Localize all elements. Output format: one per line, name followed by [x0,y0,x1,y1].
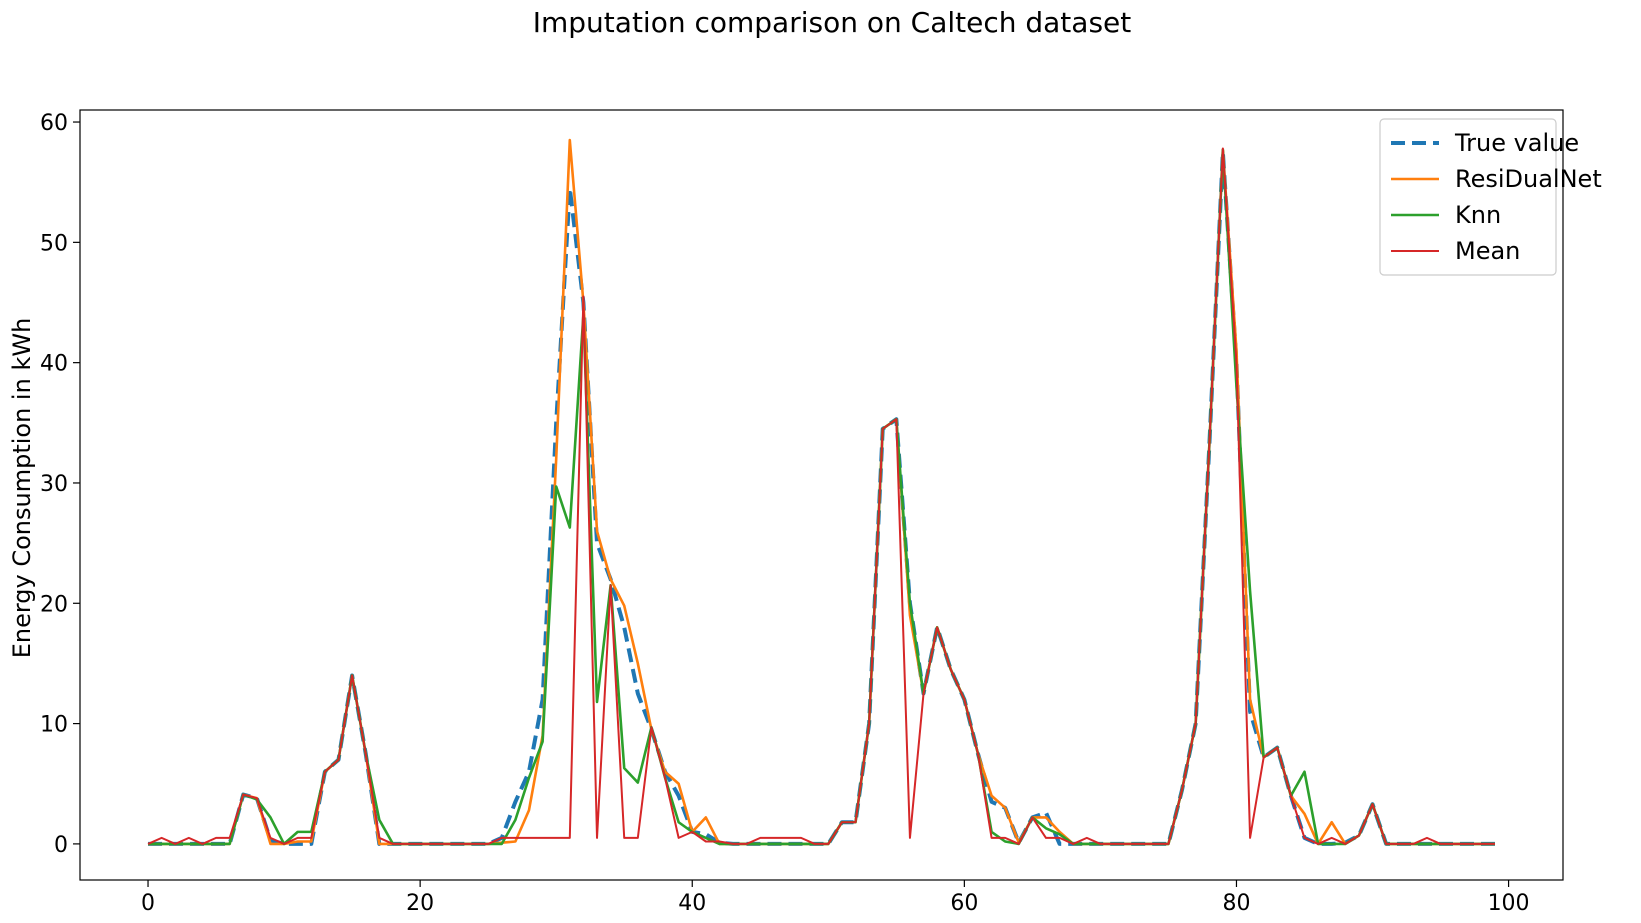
chart-title: Imputation comparison on Caltech dataset [533,6,1132,39]
y-tick-label: 40 [40,352,68,377]
x-axis: 0 20 40 60 80 100 [141,880,1530,916]
plot-frame [79,109,1564,881]
y-tick-label: 20 [40,592,68,617]
legend-label: Knn [1455,201,1501,229]
y-tick-label: 60 [40,111,68,136]
legend-label: Mean [1455,237,1520,265]
y-tick-label: 10 [40,713,68,738]
y-axis: 0 10 20 30 40 50 60 [40,111,80,858]
legend: True value ResiDualNet Knn Mean [1379,118,1602,276]
x-tick-label: 80 [1222,891,1250,916]
series-line-true-value [148,150,1495,846]
legend-label: True value [1454,129,1579,157]
y-tick-label: 0 [54,833,68,858]
series-line-knn [148,148,1495,846]
x-tick-label: 40 [678,891,706,916]
legend-box [1379,118,1557,276]
y-axis-label: Energy Consumption in kWh [8,318,36,659]
legend-label: ResiDualNet [1455,165,1602,193]
series-layer [147,138,1495,846]
x-tick-label: 20 [406,891,434,916]
x-tick-label: 0 [141,891,155,916]
series-line-mean [147,147,1495,845]
y-tick-label: 50 [40,231,68,256]
y-tick-label: 30 [40,472,68,497]
x-tick-label: 100 [1488,891,1530,916]
x-tick-label: 60 [950,891,978,916]
series-line-residualnet [148,138,1495,846]
